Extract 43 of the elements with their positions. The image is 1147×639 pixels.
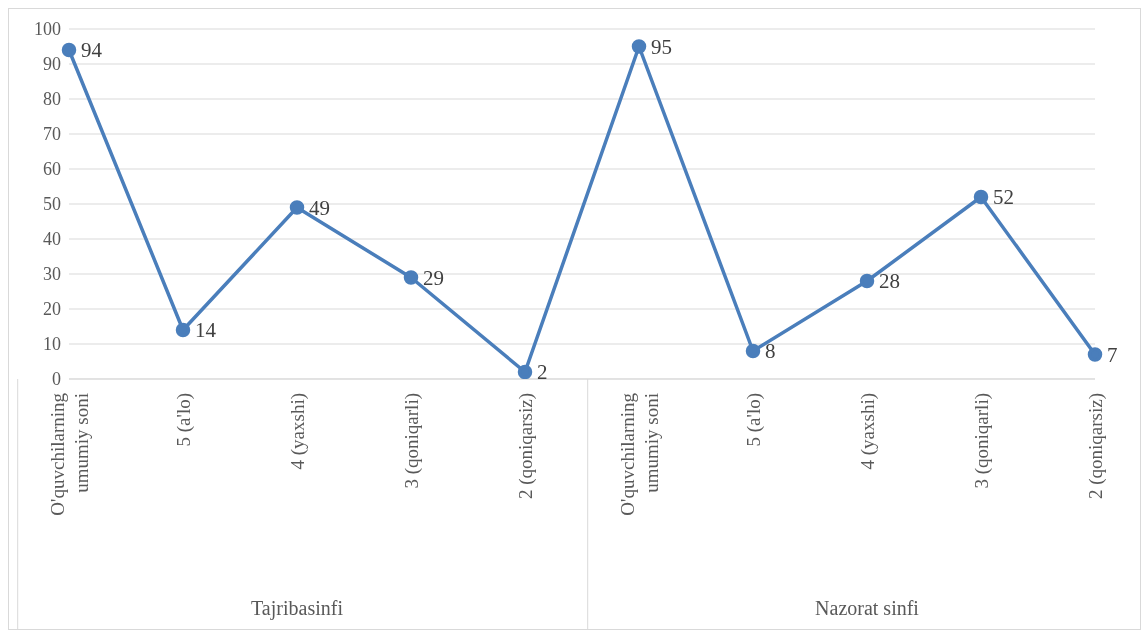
y-tick-label: 60 bbox=[43, 159, 61, 180]
data-label: 49 bbox=[309, 195, 330, 220]
point bbox=[61, 42, 77, 58]
point bbox=[1087, 347, 1103, 362]
x-tick-label: 3 (qoniqarli) bbox=[401, 393, 423, 489]
x-tick-label: 5 (a'lo) bbox=[743, 393, 765, 447]
y-tick-label: 10 bbox=[43, 334, 61, 355]
x-tick-label: 4 (yaxshi) bbox=[857, 393, 879, 470]
point bbox=[517, 364, 533, 379]
x-tick-label: 2 (qoniqarsiz) bbox=[515, 393, 537, 500]
data-label: 7 bbox=[1107, 342, 1118, 367]
x-tick-label: 5 (a'lo) bbox=[173, 393, 195, 447]
x-tick-label: 4 (yaxshi) bbox=[287, 393, 309, 470]
x-tick-label: O'quvchilarning umumiy soni bbox=[47, 392, 92, 516]
point bbox=[403, 270, 419, 285]
y-tick-label: 100 bbox=[34, 19, 61, 40]
data-label: 95 bbox=[651, 34, 672, 59]
data-label: 2 bbox=[537, 360, 548, 385]
data-label: 14 bbox=[195, 318, 217, 343]
point bbox=[973, 189, 989, 205]
point bbox=[289, 200, 305, 215]
x-tick-label: 3 (qoniqarli) bbox=[971, 393, 993, 489]
x-tick-label: O'quvchilarning umumiy soni bbox=[617, 392, 662, 516]
data-label: 29 bbox=[423, 265, 444, 290]
y-tick-label: 70 bbox=[43, 124, 61, 145]
text: Nazorat sinfi bbox=[815, 597, 920, 619]
y-tick-label: 30 bbox=[43, 264, 61, 285]
text: Tajribasinfi bbox=[251, 597, 344, 620]
point bbox=[859, 273, 875, 289]
y-tick-label: 80 bbox=[43, 89, 61, 110]
x-tick-label: 2 (qoniqarsiz) bbox=[1085, 393, 1107, 500]
data-label: 94 bbox=[81, 38, 103, 63]
data-label: 28 bbox=[879, 269, 900, 294]
y-tick-label: 90 bbox=[43, 54, 61, 75]
y-tick-label: 50 bbox=[43, 194, 61, 215]
data-label: 52 bbox=[993, 185, 1014, 210]
point bbox=[745, 343, 761, 359]
y-tick-label: 20 bbox=[43, 299, 61, 320]
y-tick-label: 40 bbox=[43, 229, 61, 250]
y-tick-label: 0 bbox=[52, 369, 61, 390]
data-label: 8 bbox=[765, 339, 776, 364]
point bbox=[175, 322, 191, 338]
point bbox=[631, 39, 647, 54]
